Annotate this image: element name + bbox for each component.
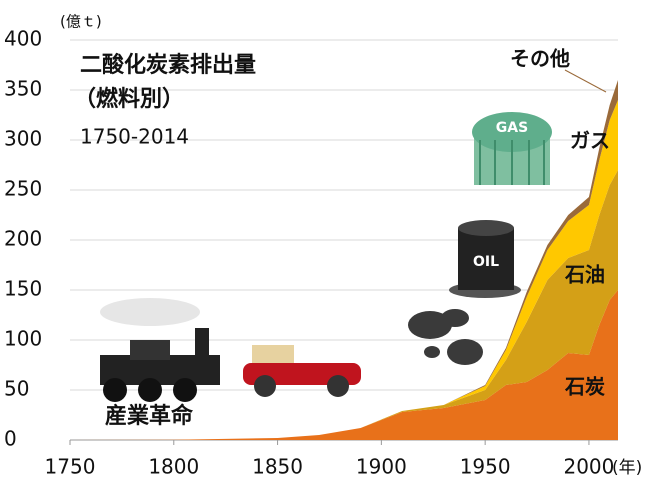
x-tick-label: 2000 <box>563 455 614 479</box>
leader-line <box>564 69 607 93</box>
annotation: 産業革命 <box>105 403 194 429</box>
x-tick-label: 1900 <box>356 455 407 479</box>
svg-text:GAS: GAS <box>496 120 528 136</box>
y-tick-label: 100 <box>4 327 42 351</box>
series-label: その他 <box>510 47 570 71</box>
series-label: ガス <box>570 129 610 153</box>
oil-barrel-illustration: OIL <box>449 220 521 298</box>
coal-illustration <box>408 309 483 365</box>
y-tick-label: 250 <box>4 177 42 201</box>
gas-tank-illustration: GAS <box>472 112 552 185</box>
y-tick-label: 200 <box>4 227 42 251</box>
y-axis-label: (億ｔ) <box>60 13 102 31</box>
y-tick-label: 150 <box>4 277 42 301</box>
car-illustration <box>243 345 361 397</box>
y-tick-label: 350 <box>4 77 42 101</box>
period-label: 1750-2014 <box>80 125 189 149</box>
train-illustration <box>100 298 220 402</box>
x-tick-label: 1800 <box>148 455 199 479</box>
y-tick-label: 50 <box>4 377 29 401</box>
area <box>70 290 618 440</box>
x-tick-label: 1850 <box>252 455 303 479</box>
y-tick-label: 0 <box>4 427 17 451</box>
svg-text:OIL: OIL <box>473 254 499 270</box>
x-tick-label: 1750 <box>45 455 96 479</box>
series-label: 石炭 <box>564 375 605 399</box>
x-axis-label: (年) <box>612 458 642 478</box>
x-tick-label: 1950 <box>460 455 511 479</box>
chart-subtitle: （燃料別） <box>74 86 184 112</box>
y-tick-label: 300 <box>4 127 42 151</box>
y-tick-label: 400 <box>4 27 42 51</box>
series-label: 石油 <box>564 263 605 287</box>
chart-title: 二酸化炭素排出量 <box>80 52 256 78</box>
